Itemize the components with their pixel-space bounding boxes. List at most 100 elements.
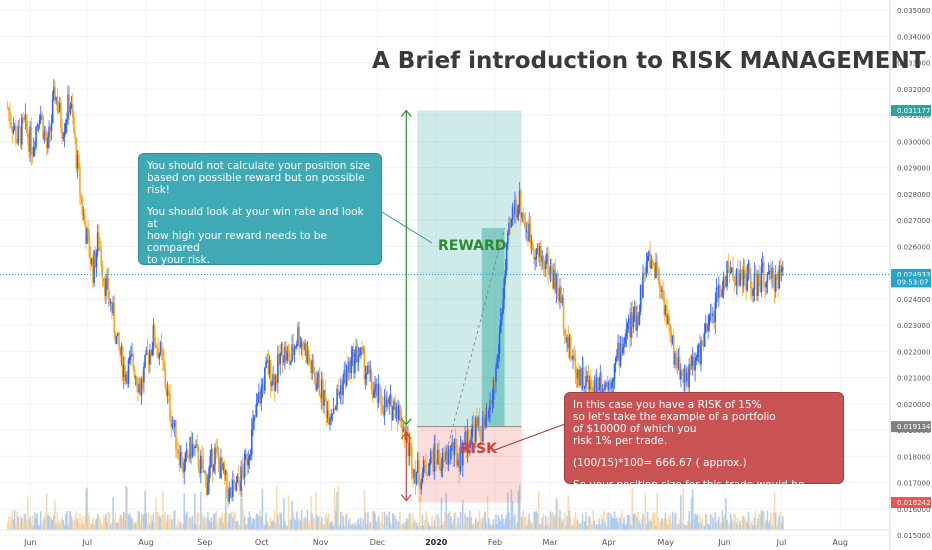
candle [715,287,718,303]
price-badge-bg [891,276,931,288]
candle [259,392,261,404]
volume-bar [392,513,394,530]
volume-bar [687,521,689,530]
candle [357,355,360,363]
time-tick-label: Oct [255,538,269,547]
volume-bar [597,524,599,530]
candle [248,456,251,460]
candle [19,127,22,145]
volume-bar [109,524,112,530]
candle [630,312,632,338]
volume-bar [35,518,37,530]
candle [534,259,536,260]
price-badge-label: 0.016242 [897,499,930,507]
volume-bar [452,519,455,530]
volume-bar [147,513,150,530]
candle [604,384,606,391]
volume-bar [266,521,268,530]
candle [352,348,355,374]
volume-bar [303,520,305,530]
candle [242,470,245,478]
candle [629,317,631,338]
candle [273,373,276,392]
volume-bar [80,523,82,530]
candle [265,361,267,368]
candle [607,382,610,390]
volume-bar [184,515,187,530]
candle [645,261,648,276]
volume-bar [6,522,9,530]
volume-bar [45,493,48,530]
candle [166,390,169,396]
candle [156,348,158,349]
volume-bar [258,515,260,530]
candle [309,361,311,364]
volume-bar [465,516,468,530]
candle [235,482,238,491]
volume-bar [590,521,592,530]
volume-bar [639,524,642,530]
volume-bar [678,519,681,530]
candle [61,127,63,139]
volume-bar [643,517,645,530]
volume-bar [221,512,223,530]
volume-bar [747,511,750,530]
volume-bar [477,521,479,530]
volume-bar [200,491,202,530]
volume-bar [528,513,530,530]
candle [515,199,517,218]
candle [176,449,178,450]
candle [657,271,660,280]
volume-bar [96,514,99,530]
candle [117,332,119,336]
candle [31,154,34,156]
candle [427,474,430,476]
candle [118,332,120,348]
volume-bar [441,525,444,530]
candle [426,473,429,476]
candle [400,409,402,427]
volume-bar [631,486,634,530]
candle [563,328,566,335]
volume-bar [539,524,541,530]
volume-bar [269,517,272,530]
volume-bar [339,512,342,530]
candle [422,460,425,474]
volume-bar [220,518,222,530]
candle [36,125,39,128]
candle [207,482,209,496]
volume-bar [318,515,321,530]
candle [438,449,440,462]
volume-bar [195,524,197,530]
candle [201,455,203,460]
candle [314,381,317,391]
candle [146,349,149,354]
candle [451,442,453,447]
candle [659,287,662,292]
volume-bar [127,514,130,530]
volume-bar [416,525,419,530]
candle [774,274,777,292]
candle [22,117,24,119]
candle [527,231,529,241]
candle [524,222,527,233]
candle [553,269,555,289]
candle [86,228,88,244]
candle [55,96,57,101]
reward-arrow-head [400,418,412,426]
volume-bar [41,524,43,530]
price-tick-label: 0.035000 [897,7,930,15]
volume-bar [699,514,701,530]
volume-bar [32,525,35,530]
candle [633,306,636,317]
volume-bar [64,514,67,530]
price-tick-label: 0.026000 [897,243,930,251]
volume-bar [162,490,164,530]
candle [132,354,135,368]
candle [157,348,159,359]
candle [249,454,252,457]
volume-bar [549,511,552,530]
volume-bar [118,518,120,530]
candle [675,353,677,362]
candle [28,137,30,152]
